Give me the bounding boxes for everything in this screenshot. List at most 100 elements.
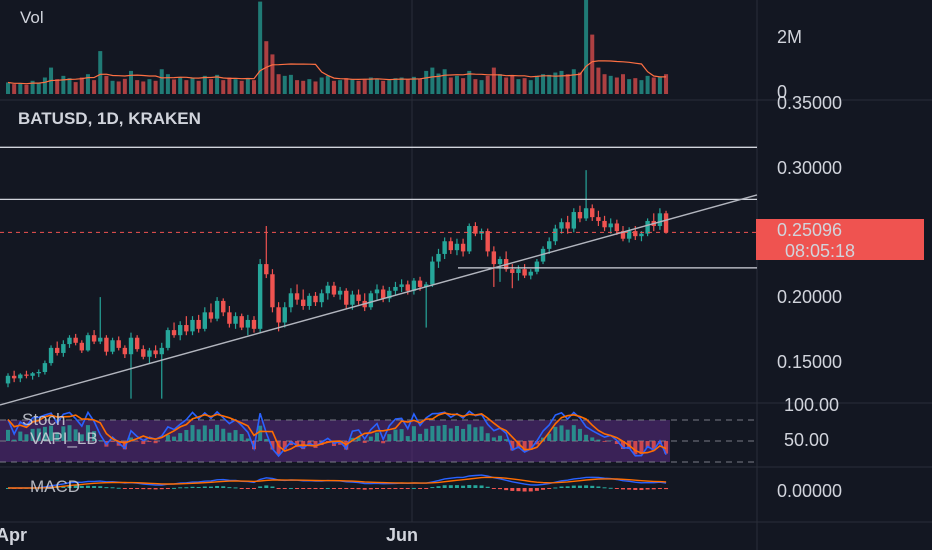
candle-body[interactable] xyxy=(11,375,17,379)
candle-body[interactable] xyxy=(184,325,189,332)
candle-body[interactable] xyxy=(344,290,349,305)
candle-body[interactable] xyxy=(374,289,380,294)
candle-body[interactable] xyxy=(633,231,638,237)
candle-body[interactable] xyxy=(337,290,343,295)
candle-body[interactable] xyxy=(608,223,613,228)
candle-body[interactable] xyxy=(270,274,275,308)
candle-body[interactable] xyxy=(67,337,72,345)
trendline[interactable] xyxy=(0,194,758,406)
candle-body[interactable] xyxy=(245,319,251,328)
candle-body[interactable] xyxy=(528,271,533,276)
candle-body[interactable] xyxy=(417,280,423,287)
candle-body[interactable] xyxy=(79,342,84,351)
candle-body[interactable] xyxy=(602,220,607,228)
candle-body[interactable] xyxy=(122,347,128,355)
candle-body[interactable] xyxy=(73,337,78,343)
candle-body[interactable] xyxy=(565,222,570,229)
candle-body[interactable] xyxy=(583,208,589,219)
candle-body[interactable] xyxy=(590,208,595,218)
candle-body[interactable] xyxy=(134,337,140,350)
candle-body[interactable] xyxy=(202,312,207,329)
candle-body[interactable] xyxy=(534,261,540,272)
candle-body[interactable] xyxy=(171,330,177,336)
drawings-layer[interactable] xyxy=(0,146,758,406)
candle-body[interactable] xyxy=(405,284,410,291)
candle-body[interactable] xyxy=(473,226,478,234)
candle-body[interactable] xyxy=(294,293,300,300)
candle-body[interactable] xyxy=(540,248,546,262)
candle-body[interactable] xyxy=(325,285,330,294)
candle-body[interactable] xyxy=(178,325,183,336)
candle-body[interactable] xyxy=(614,223,620,232)
candle-body[interactable] xyxy=(55,347,60,353)
candle-body[interactable] xyxy=(301,299,306,306)
candle-body[interactable] xyxy=(24,374,29,376)
candle-body[interactable] xyxy=(442,241,447,254)
candle-body[interactable] xyxy=(221,300,226,313)
candle-body[interactable] xyxy=(208,312,214,319)
candle-body[interactable] xyxy=(104,337,109,352)
candle-body[interactable] xyxy=(411,280,417,291)
candle-body[interactable] xyxy=(553,228,558,242)
candle-body[interactable] xyxy=(116,340,121,348)
candle-body[interactable] xyxy=(5,375,11,384)
candle-body[interactable] xyxy=(233,316,238,324)
candle-body[interactable] xyxy=(467,226,472,252)
candle-body[interactable] xyxy=(61,344,66,353)
candle-body[interactable] xyxy=(307,295,312,306)
candle-body[interactable] xyxy=(424,284,429,287)
candle-body[interactable] xyxy=(288,293,294,308)
candle-body[interactable] xyxy=(620,231,626,239)
candle-body[interactable] xyxy=(85,335,91,351)
candle-body[interactable] xyxy=(626,231,632,239)
candle-body[interactable] xyxy=(571,212,576,229)
candle-body[interactable] xyxy=(319,293,324,303)
candle-body[interactable] xyxy=(48,347,54,364)
candle-body[interactable] xyxy=(276,307,281,323)
candle-body[interactable] xyxy=(153,350,158,355)
price-candles[interactable] xyxy=(5,170,669,399)
candle-body[interactable] xyxy=(251,319,257,329)
candle-body[interactable] xyxy=(36,371,41,374)
candle-body[interactable] xyxy=(356,294,361,301)
candle-body[interactable] xyxy=(227,312,232,324)
candle-body[interactable] xyxy=(380,289,386,299)
candle-body[interactable] xyxy=(639,233,644,237)
candle-body[interactable] xyxy=(264,264,269,275)
candle-body[interactable] xyxy=(399,284,404,287)
candle-body[interactable] xyxy=(110,340,115,352)
candle-body[interactable] xyxy=(91,335,97,342)
candle-body[interactable] xyxy=(313,295,318,303)
candle-body[interactable] xyxy=(350,294,355,305)
candle-body[interactable] xyxy=(448,241,453,251)
candle-body[interactable] xyxy=(436,253,441,262)
candle-body[interactable] xyxy=(596,217,601,221)
candle-body[interactable] xyxy=(368,293,374,308)
candle-body[interactable] xyxy=(522,269,527,276)
candle-body[interactable] xyxy=(577,212,583,219)
candle-body[interactable] xyxy=(491,251,497,265)
candle-body[interactable] xyxy=(214,300,220,319)
candle-body[interactable] xyxy=(516,269,521,273)
candle-body[interactable] xyxy=(98,337,103,342)
candle-body[interactable] xyxy=(257,264,263,329)
candle-body[interactable] xyxy=(510,269,515,273)
candle-body[interactable] xyxy=(497,259,503,265)
candle-body[interactable] xyxy=(239,316,244,328)
candle-body[interactable] xyxy=(282,307,287,323)
candle-body[interactable] xyxy=(190,319,195,332)
candle-body[interactable] xyxy=(331,285,337,295)
candle-body[interactable] xyxy=(147,350,152,357)
candle-body[interactable] xyxy=(159,347,164,355)
candle-body[interactable] xyxy=(454,243,460,251)
candle-body[interactable] xyxy=(430,261,435,285)
candle-body[interactable] xyxy=(165,330,171,348)
candle-body[interactable] xyxy=(485,231,490,252)
candle-body[interactable] xyxy=(128,337,134,355)
candle-body[interactable] xyxy=(30,373,35,376)
candle-body[interactable] xyxy=(645,220,650,234)
candle-body[interactable] xyxy=(196,319,201,329)
candle-body[interactable] xyxy=(42,363,48,372)
candle-body[interactable] xyxy=(460,243,466,252)
